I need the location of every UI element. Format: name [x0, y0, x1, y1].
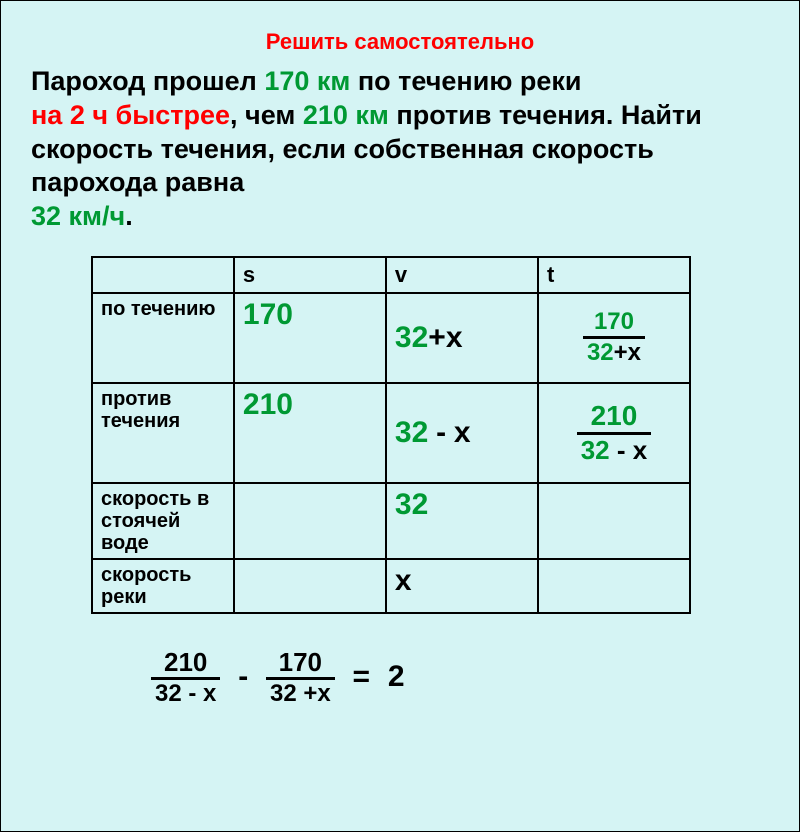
row-label: скорость в стоячей воде: [92, 483, 234, 559]
problem-part: .: [125, 201, 133, 231]
col-empty: [92, 257, 234, 293]
problem-part: Пароход прошел: [31, 66, 264, 96]
row-label: против течения: [92, 383, 234, 483]
t-upstream: 210 32 - x: [538, 383, 690, 483]
table-row-upstream: против течения 210 32 - x 210 32 - x: [92, 383, 690, 483]
table-header-row: s v t: [92, 257, 690, 293]
table-container: s v t по течению 170 32+x 170 32+x проти: [31, 256, 769, 614]
equation: 210 32 - x - 170 32 +x = 2: [31, 649, 769, 706]
row-label: по течению: [92, 293, 234, 383]
row-label: скорость реки: [92, 559, 234, 613]
rhs-value: 2: [388, 660, 405, 694]
s-upstream: 210: [243, 388, 293, 421]
math-problem-slide: Решить самостоятельно Пароход прошел 170…: [1, 1, 799, 726]
equals-op: =: [353, 660, 371, 694]
col-distance: s: [234, 257, 386, 293]
distance-upstream: 210 км: [303, 100, 389, 130]
col-velocity: v: [386, 257, 538, 293]
data-table: s v t по течению 170 32+x 170 32+x проти: [91, 256, 691, 614]
s-downstream: 170: [243, 298, 293, 331]
table-row-downstream: по течению 170 32+x 170 32+x: [92, 293, 690, 383]
table-row-stillwater: скорость в стоячей воде 32: [92, 483, 690, 559]
v-own: 32: [395, 488, 428, 521]
distance-downstream: 170 км: [264, 66, 350, 96]
problem-part: по течению реки: [350, 66, 581, 96]
problem-part: , чем: [230, 100, 303, 130]
minus-op: -: [238, 660, 248, 694]
fraction-1: 210 32 - x: [151, 649, 220, 706]
time-difference: на 2 ч быстрее: [31, 100, 230, 130]
table-row-river: скорость реки x: [92, 559, 690, 613]
own-speed: 32 км/ч: [31, 201, 125, 231]
problem-text: Пароход прошел 170 км по течению реки на…: [31, 65, 769, 234]
v-downstream: 32+x: [386, 293, 538, 383]
v-upstream: 32 - x: [386, 383, 538, 483]
t-downstream: 170 32+x: [538, 293, 690, 383]
fraction-2: 170 32 +x: [266, 649, 335, 706]
col-time: t: [538, 257, 690, 293]
slide-title: Решить самостоятельно: [31, 29, 769, 55]
v-river: x: [395, 564, 412, 597]
